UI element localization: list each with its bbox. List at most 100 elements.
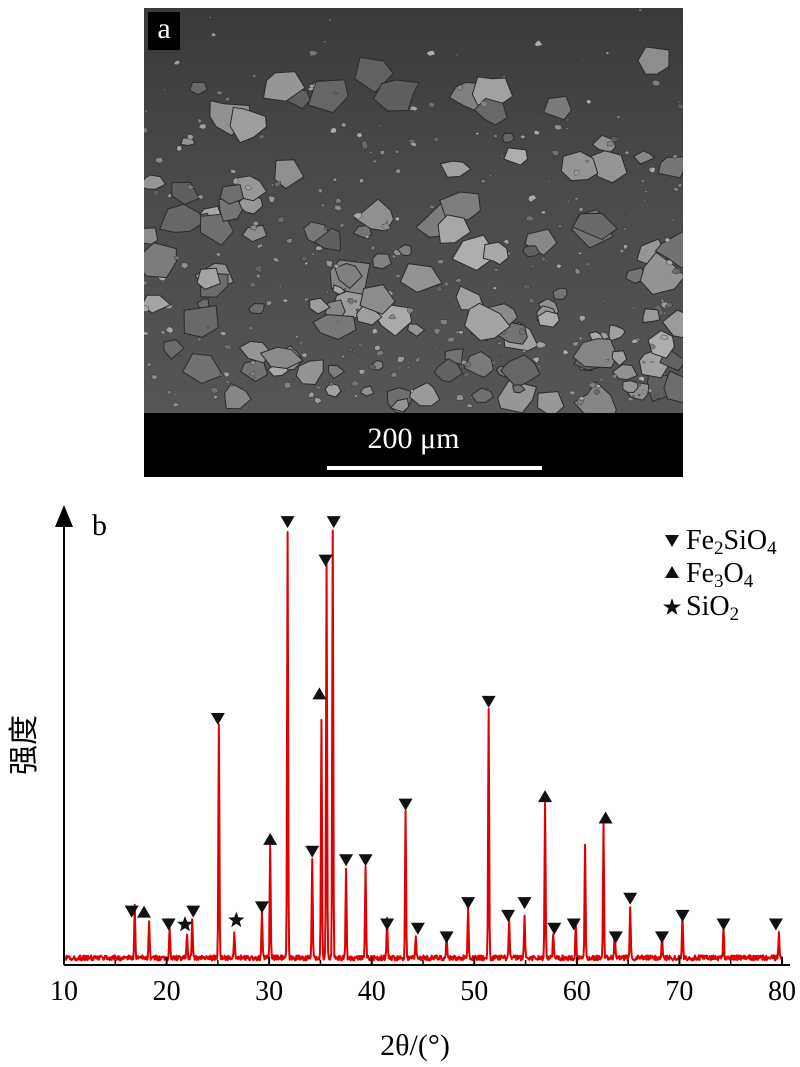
sem-micrograph-image	[144, 8, 683, 413]
sem-particle	[378, 124, 383, 128]
fe2sio4-marker	[254, 901, 269, 914]
sem-particle	[528, 297, 536, 304]
sem-particle	[390, 371, 397, 378]
sem-particle	[659, 378, 662, 381]
sem-particle	[165, 326, 174, 334]
sem-particle	[352, 212, 363, 220]
sem-particle	[662, 311, 666, 315]
sem-particle	[374, 345, 381, 351]
fe2sio4-marker	[280, 516, 295, 529]
sem-particle	[671, 154, 678, 159]
sem-particle	[588, 381, 597, 389]
sem-particle	[482, 241, 509, 266]
sem-particle	[268, 195, 276, 203]
sem-particle	[248, 371, 256, 377]
sem-particle	[314, 397, 322, 404]
sem-particle	[376, 350, 384, 357]
sem-particle	[610, 136, 620, 143]
sem-particle	[328, 214, 332, 218]
sem-particle	[328, 19, 332, 22]
fe2sio4-marker	[608, 931, 623, 944]
sem-particle	[565, 298, 568, 301]
sem-particle	[606, 141, 614, 147]
sem-particle	[677, 183, 683, 188]
sem-particle	[489, 174, 492, 177]
sem-particle	[435, 345, 439, 349]
fe2sio4-marker	[501, 909, 516, 922]
sem-particle	[308, 50, 318, 57]
sem-particle	[429, 204, 435, 209]
sem-particle	[593, 388, 601, 395]
sem-particle	[308, 391, 315, 398]
fe3o4-marker	[538, 790, 553, 803]
sem-particle	[183, 305, 219, 338]
sem-particle	[611, 350, 628, 367]
sem-particle	[532, 356, 540, 364]
sem-particle	[359, 385, 375, 397]
sem-particle	[163, 88, 167, 92]
sem-particle	[435, 285, 444, 293]
sem-particle	[333, 91, 338, 95]
sem-particle	[252, 74, 257, 78]
sem-particle	[398, 366, 402, 370]
legend-label-fe3o4: Fe3O4	[686, 558, 754, 592]
sem-particle	[571, 212, 618, 241]
sem-particle	[641, 360, 646, 364]
sem-particle	[543, 95, 572, 121]
sem-particle	[144, 126, 149, 134]
sem-particle	[475, 132, 480, 136]
sem-particle	[661, 309, 683, 339]
fe3o4-marker	[137, 905, 152, 918]
sem-particle	[537, 365, 541, 368]
sem-particle	[533, 130, 540, 135]
y-axis-title: 强度	[8, 715, 41, 775]
sem-particle	[605, 383, 609, 386]
sem-particle	[406, 365, 411, 369]
sem-particle	[224, 344, 233, 350]
fe2sio4-marker	[461, 897, 476, 910]
sem-particle	[397, 356, 405, 363]
fe2sio4-marker	[186, 905, 201, 918]
sem-particle	[332, 177, 338, 182]
fe2sio4-marker	[380, 918, 395, 931]
sem-particle	[665, 152, 668, 155]
sem-particle	[565, 127, 570, 131]
sem-particle	[492, 286, 498, 290]
sem-particle	[510, 249, 514, 254]
sem-particle	[325, 290, 329, 294]
sem-particle	[503, 238, 510, 245]
x-tick-layer: 10 20 30 40 50 60 70 80	[50, 957, 796, 1007]
scale-bar-label: 200 μm	[367, 422, 460, 455]
sem-particle	[541, 257, 546, 262]
sem-particle	[144, 280, 148, 286]
sem-particle	[500, 155, 504, 158]
legend: Fe2SiO4 Fe3O4 SiO2	[663, 525, 777, 625]
sem-particle	[611, 363, 639, 381]
sem-particle	[315, 385, 322, 390]
sem-particle	[454, 278, 462, 284]
sem-particle	[379, 150, 385, 156]
sem-particle	[623, 244, 628, 250]
sem-particle	[339, 223, 345, 228]
sem-particle	[353, 299, 358, 303]
sem-particle	[584, 261, 591, 267]
sem-particle	[343, 288, 347, 291]
y-axis-arrowhead	[55, 505, 73, 527]
sem-particle	[493, 134, 498, 138]
sem-particle	[657, 156, 683, 179]
sem-particle	[187, 184, 195, 191]
sem-particle	[527, 194, 537, 203]
sem-particle	[295, 359, 324, 386]
sem-particle	[551, 150, 559, 157]
sem-particle	[313, 227, 341, 252]
fe2sio4-marker	[318, 554, 333, 567]
legend-label-fe2sio4: Fe2SiO4	[686, 525, 777, 559]
sem-particle	[638, 8, 643, 12]
sem-particle	[660, 298, 665, 303]
sem-particle	[286, 238, 293, 244]
phase-marker-layer	[124, 516, 783, 944]
sem-particle	[643, 198, 647, 202]
sem-particle	[480, 100, 489, 108]
fe2sio4-marker	[517, 897, 532, 910]
sem-particle	[433, 357, 464, 383]
